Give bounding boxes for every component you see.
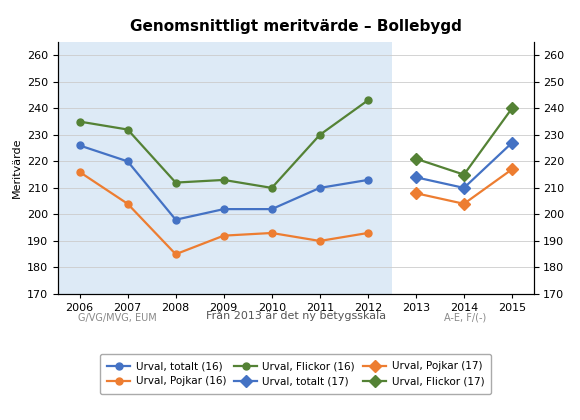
Text: A-E, F/(-): A-E, F/(-) <box>444 313 486 323</box>
Title: Genomsnittligt meritvärde – Bollebygd: Genomsnittligt meritvärde – Bollebygd <box>130 19 462 34</box>
Y-axis label: Meritvärde: Meritvärde <box>12 138 21 198</box>
Bar <box>58 42 392 294</box>
Legend: Urval, totalt (16), Urval, Pojkar (16), Urval, Flickor (16), Urval, totalt (17),: Urval, totalt (16), Urval, Pojkar (16), … <box>100 354 491 394</box>
Text: Från 2013 är det ny betygsskala: Från 2013 är det ny betygsskala <box>206 309 386 320</box>
Text: G/VG/MVG, EUM: G/VG/MVG, EUM <box>78 313 157 323</box>
